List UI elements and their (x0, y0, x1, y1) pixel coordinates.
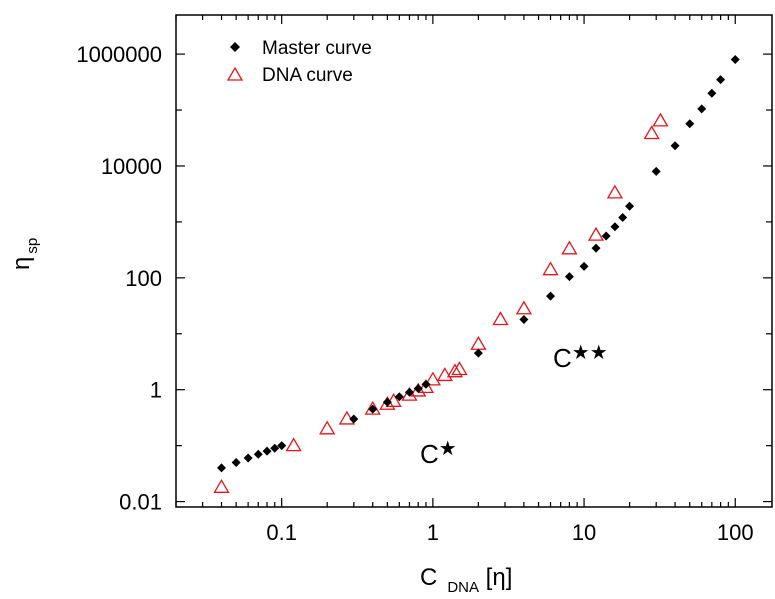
dna-curve-point (446, 363, 464, 378)
dna-curve-point (515, 300, 533, 315)
dna-curve-point (364, 400, 381, 415)
master-curve-point (601, 231, 611, 241)
master-curve-point (579, 261, 589, 271)
legend-dna-label: DNA curve (262, 65, 353, 86)
legend-dna-marker (226, 66, 244, 81)
x-axis-title-sub: DNA (447, 579, 479, 594)
master-curve-point (413, 384, 423, 394)
master-curve-point (368, 404, 378, 414)
master-curve-point (473, 348, 483, 358)
y-tick-label: 1 (150, 378, 162, 403)
x-tick-label: 100 (717, 520, 754, 545)
x-tick-label: 0.1 (266, 520, 297, 545)
y-axis-title-main: η (8, 257, 35, 270)
y-tick-label: 0.01 (119, 490, 162, 515)
dna-curve-point (587, 226, 605, 241)
dna-curve-point (285, 437, 302, 452)
master-curve-point (697, 104, 707, 114)
master-curve-point (591, 243, 601, 253)
x-axis-title-suffix: [η] (479, 564, 512, 591)
x-tick-label: 10 (572, 520, 596, 545)
dna-curve-point (451, 361, 468, 376)
data-points (213, 55, 740, 493)
master-curve-point (546, 291, 556, 301)
master-curve-point (349, 414, 359, 424)
master-curve-point (519, 314, 529, 324)
legend-master-label: Master curve (262, 38, 372, 59)
annotation-c-star: C★ (420, 438, 457, 469)
master-curve-point (217, 463, 227, 473)
dna-curve-point (470, 335, 487, 350)
master-curve-point (243, 453, 253, 463)
dna-curve-point (417, 379, 435, 394)
legend-master-marker (230, 42, 240, 52)
dna-curve-point (319, 420, 336, 435)
master-curve-point (730, 55, 740, 65)
plot-frame (175, 14, 773, 508)
dna-curve-point (561, 240, 578, 255)
master-curve-point (564, 272, 574, 282)
master-curve-point (270, 443, 280, 453)
dna-curve-point (652, 112, 669, 127)
dna-curve-point (379, 395, 396, 410)
master-curve-point (277, 441, 287, 451)
y-tick-label: 1000000 (76, 42, 162, 67)
y-axis-title-sub: sp (24, 238, 41, 254)
dna-curve-point (213, 479, 230, 493)
dna-curve-point (606, 184, 624, 199)
master-curve-point (404, 387, 414, 397)
master-curve-point (382, 397, 392, 407)
y-tick-label: 100 (125, 266, 162, 291)
y-axis-title: η sp (8, 238, 41, 270)
x-tick-label: 1 (427, 520, 439, 545)
master-curve-point (670, 141, 680, 151)
master-curve-point (262, 446, 272, 456)
y-tick-label: 10000 (101, 154, 162, 179)
dna-curve-point (385, 393, 402, 407)
axis-ticks: 0.1 1 10 100 0.01 1 100 10000 1000000 (76, 15, 772, 545)
master-curve-point (707, 88, 717, 98)
master-curve-point (610, 222, 620, 232)
master-curve-point (618, 212, 628, 222)
dna-curve-point (436, 367, 453, 382)
x-axis-title: C DNA [η] (420, 564, 512, 594)
master-curve-point (716, 75, 726, 85)
master-curve-point (394, 392, 404, 402)
x-axis-title-main: C (420, 564, 437, 591)
master-curve-point (625, 201, 635, 211)
legend: Master curve DNA curve (226, 38, 372, 86)
annotation-c-star-star: C★★ (553, 342, 608, 373)
dna-curve-point (424, 371, 442, 386)
master-curve-point (253, 449, 263, 459)
dna-curve-point (643, 125, 660, 140)
master-curve-point (651, 166, 661, 176)
dna-curve-point (410, 382, 427, 397)
master-curve-point (421, 379, 431, 389)
dna-curve-point (492, 311, 509, 326)
dna-curve-point (542, 261, 559, 276)
master-curve-point (231, 457, 241, 467)
master-curve-point (685, 119, 695, 129)
